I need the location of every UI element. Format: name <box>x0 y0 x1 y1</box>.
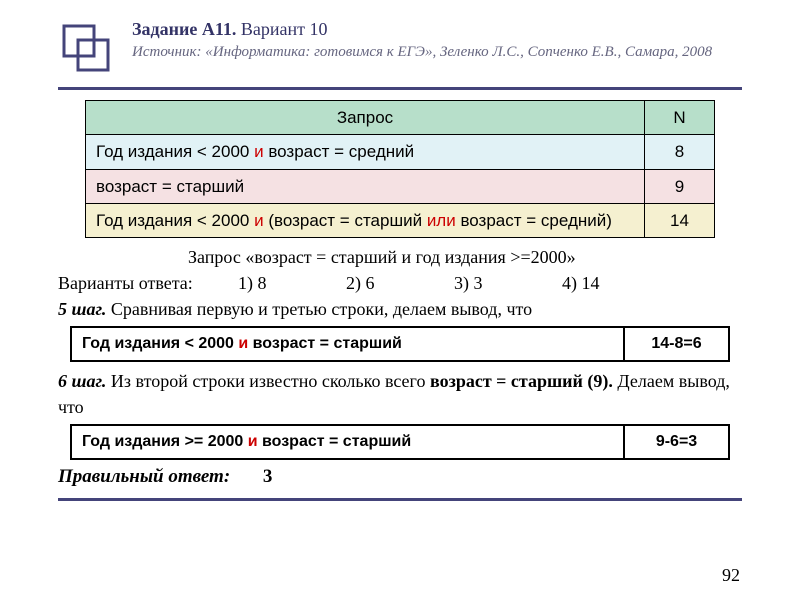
task-title: Задание А11. Вариант 10 <box>132 18 742 41</box>
header: Задание А11. Вариант 10 Источник: «Инфор… <box>58 18 742 81</box>
col-n: N <box>645 101 715 135</box>
answers-label: Варианты ответа: <box>58 270 238 296</box>
table-row: возраст = старший 9 <box>86 169 715 203</box>
table-row: Год издания < 2000 и (возраст = старший … <box>86 203 715 237</box>
mini-table-1: Год издания < 2000 и возраст = старший 1… <box>70 326 730 362</box>
query-table: Запрос N Год издания < 2000 и возраст = … <box>85 100 715 238</box>
answer-option: 1) 8 <box>238 270 346 296</box>
answer-option: 3) 3 <box>454 270 562 296</box>
table-row: Год издания < 2000 и возраст = средний 8 <box>86 135 715 169</box>
page-number: 92 <box>722 565 740 586</box>
answer-option: 4) 14 <box>562 270 670 296</box>
final-answer: Правильный ответ: 3 <box>58 466 742 488</box>
divider-bottom <box>58 498 742 501</box>
col-query: Запрос <box>86 101 645 135</box>
task-variant: Вариант 10 <box>236 19 327 39</box>
answer-options: Варианты ответа: 1) 8 2) 6 3) 3 4) 14 <box>58 270 742 296</box>
mini-table-2: Год издания >= 2000 и возраст = старший … <box>70 424 730 460</box>
answer-option: 2) 6 <box>346 270 454 296</box>
logo-icon <box>58 18 114 81</box>
step-5: 5 шаг. Сравнивая первую и третью строки,… <box>58 296 742 322</box>
step-6: 6 шаг. Из второй строки известно сколько… <box>58 368 742 420</box>
task-source: Источник: «Информатика: готовимся к ЕГЭ»… <box>132 43 742 62</box>
task-number: Задание А11. <box>132 19 236 39</box>
query-line: Запрос «возраст = старший и год издания … <box>58 244 742 270</box>
title-block: Задание А11. Вариант 10 Источник: «Инфор… <box>132 18 742 61</box>
divider-top <box>58 87 742 90</box>
